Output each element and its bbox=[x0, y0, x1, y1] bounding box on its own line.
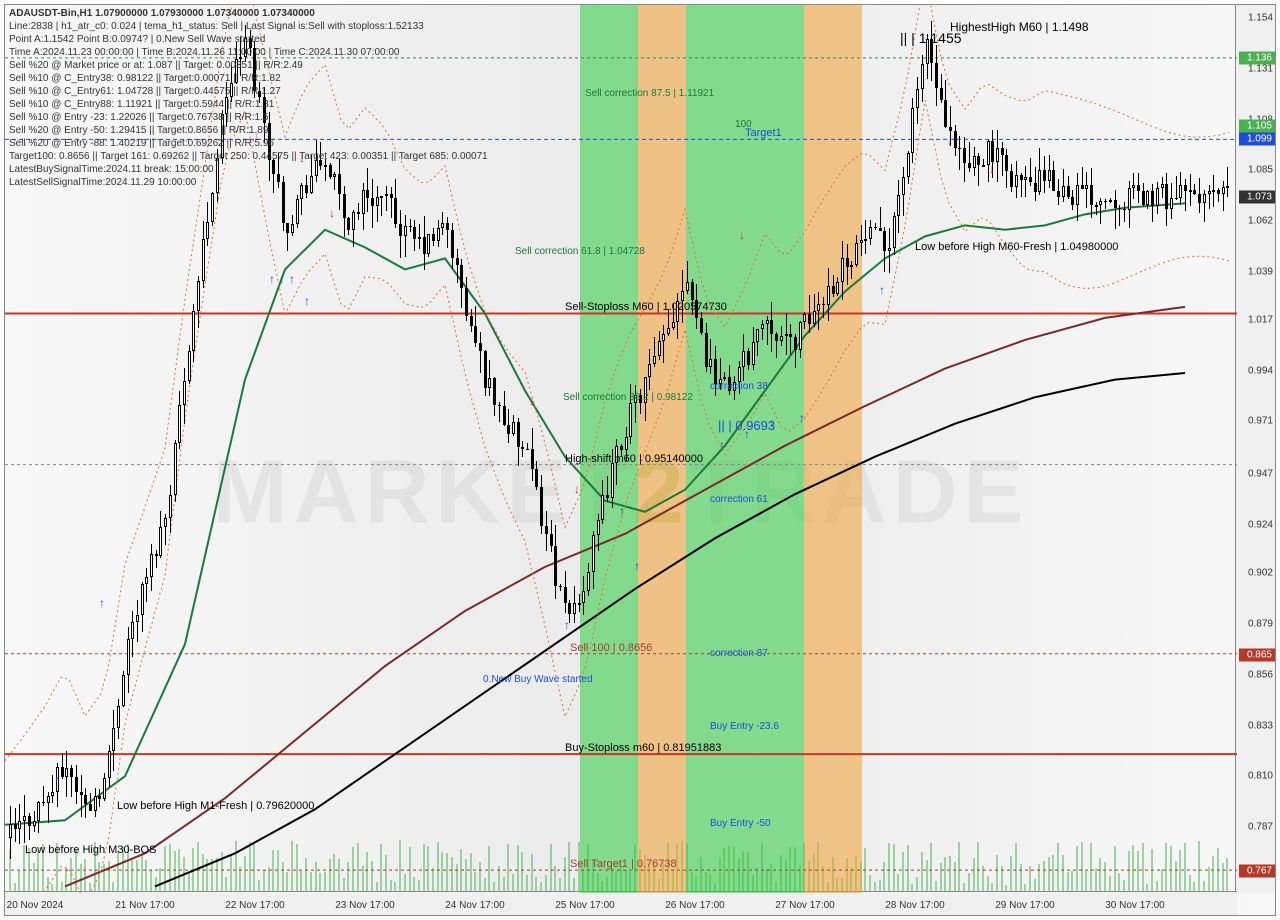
arrow-down-icon: ↓ bbox=[989, 162, 995, 176]
arrow-up-icon: ↑ bbox=[719, 438, 725, 452]
chart-annotation: Low before High M60-Fresh | 1.04980000 bbox=[915, 241, 1118, 253]
symbol-header: ADAUSDT-Bin,H1 1.07900000 1.07930000 1.0… bbox=[9, 7, 488, 20]
info-line-8: Sell %20 @ Entry -50: 1.29415 || Target:… bbox=[9, 124, 488, 137]
chart-annotation: 100 bbox=[735, 119, 752, 130]
y-tick: 0.856 bbox=[1248, 669, 1273, 680]
x-tick: 28 Nov 17:00 bbox=[885, 900, 945, 911]
price-tag: 0.767 bbox=[1239, 864, 1275, 877]
info-block: ADAUSDT-Bin,H1 1.07900000 1.07930000 1.0… bbox=[9, 7, 488, 189]
hline-label: Sell-Stoploss M60 | 1.020574730 bbox=[565, 301, 727, 313]
arrow-down-icon: ↓ bbox=[739, 228, 745, 242]
x-tick: 27 Nov 17:00 bbox=[775, 900, 835, 911]
arrow-down-icon: ↓ bbox=[947, 134, 953, 148]
price-tag: 1.136 bbox=[1239, 51, 1275, 64]
arrow-up-icon: ↑ bbox=[619, 504, 625, 518]
info-line-12: LatestSellSignalTime:2024.11.29 10:00:00 bbox=[9, 176, 488, 189]
chart-annotation: Low before High M30-BOS bbox=[25, 844, 156, 856]
y-tick: 1.039 bbox=[1248, 266, 1273, 277]
arrow-down-icon: ↓ bbox=[574, 482, 580, 496]
chart-annotation: Buy Entry -50 bbox=[710, 818, 771, 829]
hline-label: Buy-Stoploss m60 | 0.81951883 bbox=[565, 742, 721, 754]
arrow-up-icon: ↑ bbox=[269, 272, 275, 286]
y-tick: 0.994 bbox=[1248, 365, 1273, 376]
y-tick: 0.810 bbox=[1248, 771, 1273, 782]
chart-annotation: HighestHigh M60 | 1.1498 bbox=[950, 20, 1089, 34]
arrow-up-icon: ↑ bbox=[634, 559, 640, 573]
y-tick: 0.924 bbox=[1248, 520, 1273, 531]
y-tick: 0.787 bbox=[1248, 821, 1273, 832]
chart-annotation: correction 87 bbox=[710, 648, 768, 659]
chart-annotation: Low before High M1-Fresh | 0.79620000 bbox=[117, 800, 314, 812]
y-tick: 0.833 bbox=[1248, 720, 1273, 731]
chart-annotation: Buy Entry -23.6 bbox=[710, 721, 779, 732]
y-tick: 0.947 bbox=[1248, 469, 1273, 480]
arrow-down-icon: ↓ bbox=[329, 206, 335, 220]
price-tag: 1.073 bbox=[1239, 190, 1275, 203]
x-tick: 26 Nov 17:00 bbox=[665, 900, 725, 911]
hline-label: High-shift m60 | 0.95140000 bbox=[565, 453, 703, 465]
y-tick: 0.971 bbox=[1248, 416, 1273, 427]
arrow-down-icon: ↓ bbox=[529, 394, 535, 408]
arrow-up-icon: ↑ bbox=[304, 294, 310, 308]
chart-container: MARKET2TRADE ↑↑↑↑↑↑↓↓↓↓↓↑↑↑↑↑↑↑↓↓↓↑ Targ… bbox=[4, 4, 1276, 916]
arrow-up-icon: ↑ bbox=[279, 272, 285, 286]
info-line-6: Sell %10 @ C_Entry88: 1.11921 || Target:… bbox=[9, 98, 488, 111]
y-tick: 1.085 bbox=[1248, 165, 1273, 176]
y-tick: 1.017 bbox=[1248, 315, 1273, 326]
price-tag: 0.865 bbox=[1239, 649, 1275, 662]
x-tick: 25 Nov 17:00 bbox=[555, 900, 615, 911]
info-line-1: Point A:1.1542 Point B:0.0974? | 0.New S… bbox=[9, 33, 488, 46]
info-line-11: LatestBuySignalTime:2024.11 break: 15:00… bbox=[9, 163, 488, 176]
info-line-2: Time A:2024.11.23 00:00:00 | Time B:2024… bbox=[9, 46, 488, 59]
hline-label: Sell Target1 | 0.76738 bbox=[570, 858, 677, 870]
x-tick: 30 Nov 17:00 bbox=[1105, 900, 1165, 911]
info-line-10: Target100: 0.8656 || Target 161: 0.69262… bbox=[9, 150, 488, 163]
y-tick: 0.902 bbox=[1248, 568, 1273, 579]
plot-area[interactable]: MARKET2TRADE ↑↑↑↑↑↑↓↓↓↓↓↑↑↑↑↑↑↑↓↓↓↑ Targ… bbox=[5, 5, 1237, 893]
chart-annotation: 0.New Buy Wave started bbox=[483, 674, 593, 685]
arrow-up-icon: ↑ bbox=[289, 272, 295, 286]
x-axis: 20 Nov 2024 21 Nov 17:00 22 Nov 17:00 23 No… bbox=[5, 891, 1237, 915]
price-tag: 1.105 bbox=[1239, 120, 1275, 133]
chart-annotation: || | 0.9693 bbox=[718, 418, 775, 433]
arrow-up-icon: ↑ bbox=[54, 773, 60, 787]
x-tick: 22 Nov 17:00 bbox=[225, 900, 285, 911]
info-line-3: Sell %20 @ Market price or at: 1.087 || … bbox=[9, 59, 488, 72]
y-tick: 1.131 bbox=[1248, 63, 1273, 74]
x-tick: 24 Nov 17:00 bbox=[445, 900, 505, 911]
x-tick: 21 Nov 17:00 bbox=[115, 900, 175, 911]
hline-label: Sell 100 | 0.8656 bbox=[570, 642, 652, 654]
y-tick: 1.154 bbox=[1248, 13, 1273, 24]
price-tag: 1.099 bbox=[1239, 133, 1275, 146]
y-axis: 1.1541.1311.1081.0851.0621.0391.0170.994… bbox=[1235, 5, 1275, 893]
x-tick: 20 Nov 2024 bbox=[7, 900, 64, 911]
arrow-up-icon: ↑ bbox=[564, 618, 570, 632]
chart-annotation: Sell correction 87.5 | 1.11921 bbox=[585, 88, 714, 99]
y-tick: 0.879 bbox=[1248, 619, 1273, 630]
arrow-up-icon: ↑ bbox=[99, 596, 105, 610]
x-tick: 23 Nov 17:00 bbox=[335, 900, 395, 911]
info-line-5: Sell %10 @ C_Entry61: 1.04728 || Target:… bbox=[9, 85, 488, 98]
info-line-7: Sell %10 @ Entry -23: 1.22026 || Target:… bbox=[9, 111, 488, 124]
chart-annotation: Sell correction 61.8 | 1.04728 bbox=[515, 246, 645, 257]
chart-annotation: Sell correction 38.2 | 0.98122 bbox=[563, 392, 693, 403]
chart-annotation: || | 1.1455 bbox=[900, 30, 962, 46]
x-tick: 29 Nov 17:00 bbox=[995, 900, 1055, 911]
arrow-up-icon: ↑ bbox=[799, 411, 805, 425]
info-line-4: Sell %10 @ C_Entry38: 0.98122 || Target:… bbox=[9, 72, 488, 85]
chart-annotation: correction 38 bbox=[710, 381, 768, 392]
info-line-0: Line:2838 | h1_atr_c0: 0.024 | tema_h1_s… bbox=[9, 20, 488, 33]
info-line-9: Sell %20 @ Entry -88: 1.40219 || Target:… bbox=[9, 137, 488, 150]
arrow-up-icon: ↑ bbox=[879, 283, 885, 297]
chart-annotation: correction 61 bbox=[710, 494, 768, 505]
y-tick: 1.062 bbox=[1248, 215, 1273, 226]
